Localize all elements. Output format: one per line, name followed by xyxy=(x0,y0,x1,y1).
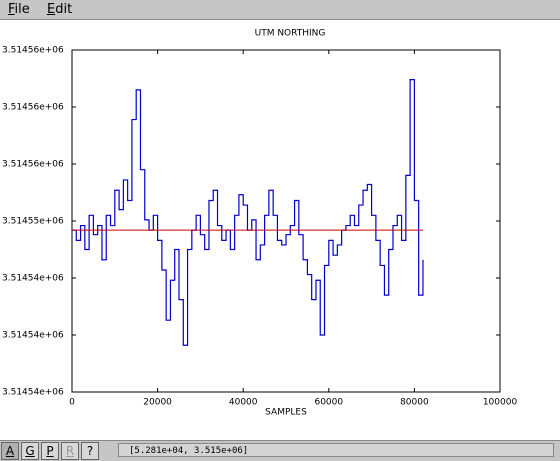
x-tick-label: 20000 xyxy=(143,398,172,408)
data-line xyxy=(72,79,424,346)
button-a[interactable]: A xyxy=(1,442,19,460)
menu-edit[interactable]: Edit xyxy=(47,2,73,17)
x-tick-label: 60000 xyxy=(314,398,343,408)
tool-bar: A G P R ? [5.281e+04, 3.515e+06] xyxy=(0,440,560,461)
y-tick-label: 3.51454e+06 xyxy=(2,331,64,341)
y-tick-label: 3.51454e+06 xyxy=(2,388,64,398)
x-axis-label: SAMPLES xyxy=(265,408,307,418)
button-p[interactable]: P xyxy=(41,442,59,460)
x-tick-label: 40000 xyxy=(229,398,258,408)
y-tick-label: 3.51455e+06 xyxy=(2,217,64,227)
button-help[interactable]: ? xyxy=(81,442,99,460)
y-tick-label: 3.51456e+06 xyxy=(2,46,64,56)
x-tick-label: 80000 xyxy=(400,398,429,408)
chart: UTM NORTHING SAMPLES 3.51454e+06 3.51454e… xyxy=(2,29,518,418)
y-tick-label: 3.51454e+06 xyxy=(2,274,64,284)
menu-file[interactable]: File xyxy=(8,2,30,17)
x-tick-label: 100000 xyxy=(483,398,518,408)
button-r[interactable]: R xyxy=(61,442,79,460)
y-tick-label: 3.51456e+06 xyxy=(2,160,64,170)
menu-bar: File Edit xyxy=(0,0,560,20)
x-tick-label: 0 xyxy=(69,398,75,408)
chart-title: UTM NORTHING xyxy=(255,29,326,39)
status-field: [5.281e+04, 3.515e+06] xyxy=(118,443,554,457)
button-g[interactable]: G xyxy=(21,442,39,460)
y-tick-label: 3.51456e+06 xyxy=(2,103,64,113)
